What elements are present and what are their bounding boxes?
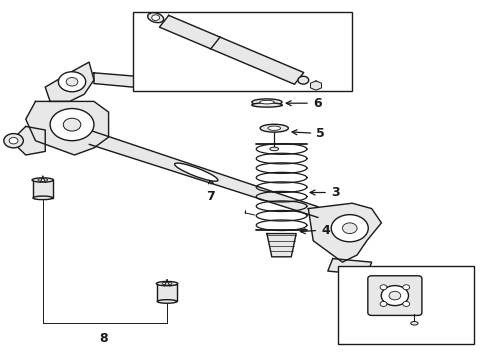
Text: 3: 3: [310, 186, 340, 199]
Ellipse shape: [174, 163, 218, 181]
Text: 6: 6: [286, 97, 321, 110]
Ellipse shape: [268, 126, 281, 130]
Polygon shape: [157, 284, 177, 301]
Circle shape: [4, 134, 24, 148]
Ellipse shape: [411, 321, 418, 325]
Circle shape: [380, 285, 387, 290]
Ellipse shape: [156, 282, 178, 286]
Polygon shape: [311, 81, 321, 90]
Ellipse shape: [32, 178, 53, 182]
Bar: [338, 266, 474, 344]
Polygon shape: [26, 102, 109, 155]
Text: 8: 8: [99, 333, 108, 346]
Circle shape: [66, 77, 78, 86]
Circle shape: [380, 301, 387, 306]
Polygon shape: [328, 258, 372, 275]
Text: 7: 7: [206, 179, 215, 203]
Text: 4: 4: [300, 224, 330, 237]
Ellipse shape: [298, 76, 309, 84]
Polygon shape: [308, 203, 381, 262]
Ellipse shape: [162, 282, 172, 285]
Ellipse shape: [260, 100, 274, 104]
Ellipse shape: [252, 99, 282, 105]
Polygon shape: [11, 126, 45, 155]
Circle shape: [9, 138, 18, 144]
Circle shape: [331, 215, 368, 242]
Ellipse shape: [270, 147, 279, 151]
Circle shape: [403, 285, 410, 290]
Polygon shape: [45, 62, 94, 102]
Ellipse shape: [252, 103, 282, 107]
Circle shape: [58, 72, 86, 92]
Circle shape: [50, 109, 94, 141]
Polygon shape: [33, 180, 52, 198]
Circle shape: [152, 15, 160, 21]
Ellipse shape: [147, 13, 164, 23]
Text: 5: 5: [292, 127, 325, 140]
Text: 1: 1: [339, 320, 351, 333]
FancyBboxPatch shape: [368, 276, 422, 315]
Circle shape: [343, 223, 357, 234]
Circle shape: [389, 291, 401, 300]
Polygon shape: [159, 15, 304, 84]
Circle shape: [63, 118, 81, 131]
Ellipse shape: [260, 124, 288, 132]
Polygon shape: [89, 130, 318, 217]
Text: 2: 2: [136, 50, 192, 63]
Polygon shape: [267, 234, 296, 257]
Circle shape: [403, 301, 410, 306]
Ellipse shape: [38, 179, 48, 181]
Bar: [133, 12, 352, 91]
Circle shape: [381, 285, 409, 306]
Ellipse shape: [33, 196, 52, 200]
Ellipse shape: [157, 300, 177, 303]
Polygon shape: [94, 73, 147, 87]
